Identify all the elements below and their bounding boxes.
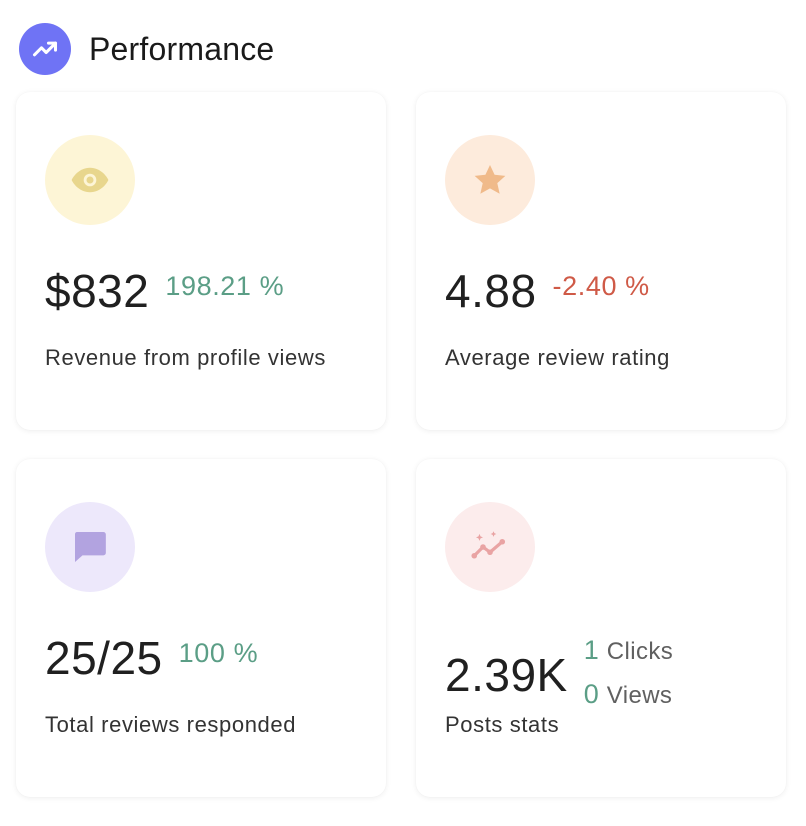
eye-icon: [45, 135, 135, 225]
posts-value: 2.39K: [445, 649, 568, 701]
rating-value: 4.88: [445, 265, 537, 317]
reviews-label: Total reviews responded: [45, 712, 297, 737]
message-icon: [45, 502, 135, 592]
posts-card[interactable]: 2.39K 1 Clicks 0 Views Posts stats: [416, 459, 786, 797]
clicks-stat: 1 Clicks: [584, 629, 673, 673]
revenue-label: Revenue from profile views: [45, 345, 326, 370]
value-row: 25/25 100 %: [45, 631, 258, 685]
star-icon: [445, 135, 535, 225]
clicks-count: 1: [583, 635, 599, 665]
rating-change: -2.40 %: [552, 270, 650, 301]
rating-card[interactable]: 4.88 -2.40 % Average review rating: [416, 92, 786, 430]
revenue-change: 198.21 %: [165, 270, 285, 301]
value-row: 4.88 -2.40 %: [445, 264, 650, 318]
section-header: Performance: [19, 23, 274, 75]
section-title: Performance: [89, 30, 275, 67]
revenue-value: $832: [45, 265, 150, 317]
trending-up-icon: [19, 23, 71, 75]
reviews-card[interactable]: 25/25 100 % Total reviews responded: [16, 459, 386, 797]
reviews-value: 25/25: [45, 632, 163, 684]
rating-label: Average review rating: [445, 345, 670, 370]
revenue-card[interactable]: $832 198.21 % Revenue from profile views: [16, 92, 386, 430]
value-row: $832 198.21 %: [45, 264, 284, 318]
posts-stats: 1 Clicks 0 Views: [584, 629, 673, 717]
views-stat: 0 Views: [584, 673, 673, 717]
views-label: Views: [606, 682, 673, 709]
clicks-label: Clicks: [606, 638, 674, 665]
posts-label: Posts stats: [445, 712, 560, 737]
reviews-change: 100 %: [178, 637, 259, 668]
sparkle-chart-icon: [445, 502, 535, 592]
views-count: 0: [583, 679, 599, 709]
value-row: 2.39K 1 Clicks 0 Views: [445, 631, 673, 719]
